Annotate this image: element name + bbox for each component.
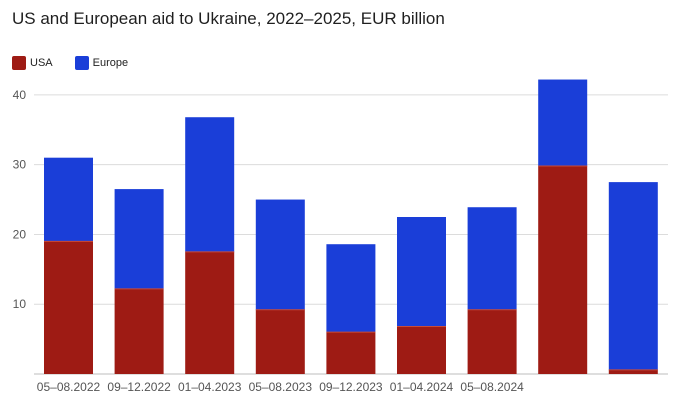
bar-usa-5	[397, 326, 446, 374]
x-tick-label: 05–08.2022	[37, 380, 101, 394]
legend-swatch-usa	[12, 56, 26, 70]
legend-item-usa: USA	[12, 56, 53, 70]
x-tick-label: 01–04.2024	[390, 380, 454, 394]
legend-item-europe: Europe	[74, 56, 129, 70]
bar-usa-0	[44, 241, 93, 374]
bar-usa-7	[538, 166, 588, 374]
bar-usa-1	[114, 288, 164, 374]
y-tick-label: 30	[13, 158, 27, 172]
bar-europe-8	[608, 182, 658, 370]
legend-label-usa: USA	[30, 57, 53, 69]
bar-usa-8	[608, 369, 658, 374]
chart-title: US and European aid to Ukraine, 2022–202…	[12, 9, 445, 28]
bar-europe-1	[114, 189, 164, 289]
bar-europe-5	[397, 217, 446, 327]
y-tick-label: 10	[13, 297, 27, 311]
bar-europe-7	[538, 79, 588, 167]
y-tick-label: 20	[13, 227, 27, 241]
bar-europe-6	[467, 207, 517, 310]
bar-europe-4	[326, 244, 376, 333]
x-tick-label: 05–08.2023	[249, 380, 313, 394]
bar-usa-6	[467, 309, 517, 374]
bar-usa-2	[185, 251, 235, 374]
legend-swatch-europe	[74, 56, 89, 70]
legend-label-europe: Europe	[92, 57, 129, 69]
y-tick-label: 40	[13, 88, 27, 102]
x-tick-label: 01–04.2023	[178, 380, 242, 394]
bar-europe-3	[255, 199, 305, 310]
bar-usa-3	[255, 309, 305, 374]
x-tick-label: 09–12.2022	[107, 380, 171, 394]
x-tick-label: 09–12.2023	[319, 380, 383, 394]
bar-usa-4	[326, 332, 376, 374]
bar-europe-0	[44, 157, 93, 242]
x-tick-label: 05–08.2024	[460, 380, 524, 394]
bar-europe-2	[185, 117, 235, 252]
legend: USA Europe	[12, 56, 150, 70]
